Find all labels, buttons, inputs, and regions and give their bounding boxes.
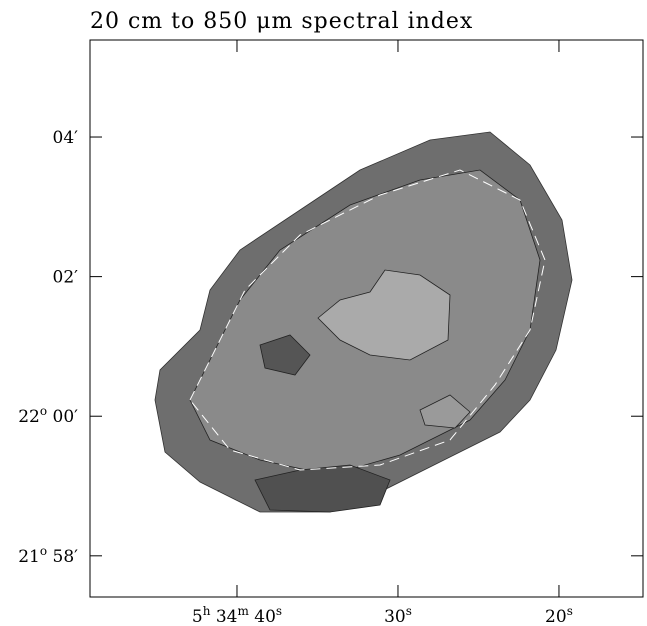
spectral-index-map (154, 131, 573, 513)
tick-label-part: 40 (249, 607, 276, 626)
tick-label-part: 21 (18, 547, 40, 567)
x-tick-label: 30s (384, 604, 412, 626)
x-tick-label: 5h 34m 40s (192, 604, 282, 626)
chart-title: 20 cm to 850 μm spectral index (90, 9, 473, 34)
tick-label-part: 34 (210, 607, 237, 626)
tick-label-part: 00′ (47, 407, 78, 427)
tick-label-part: 20 (545, 607, 567, 626)
tick-label-superscript: o (40, 544, 47, 558)
y-tick-label: 22o 00′ (18, 404, 78, 427)
tick-label-part: 30 (384, 607, 406, 626)
tick-label-superscript: o (40, 404, 47, 418)
tick-label-part: 5 (192, 607, 203, 626)
tick-label-part: 02′ (53, 268, 79, 288)
tick-label-superscript: h (203, 604, 211, 618)
x-tick-label: 20s (545, 604, 573, 626)
tick-label-superscript: s (406, 604, 412, 618)
plot-frame (89, 39, 644, 598)
y-tick-label: 21o 58′ (18, 544, 78, 567)
tick-label-superscript: s (567, 604, 573, 618)
tick-label-superscript: s (276, 604, 282, 618)
tick-label-part: 58′ (47, 547, 78, 567)
tick-label-part: 22 (18, 407, 40, 427)
tick-label-superscript: m (237, 604, 249, 618)
tick-label-part: 04′ (53, 128, 79, 148)
y-tick-label: 02′ (53, 268, 79, 288)
y-tick-label: 04′ (53, 128, 79, 148)
